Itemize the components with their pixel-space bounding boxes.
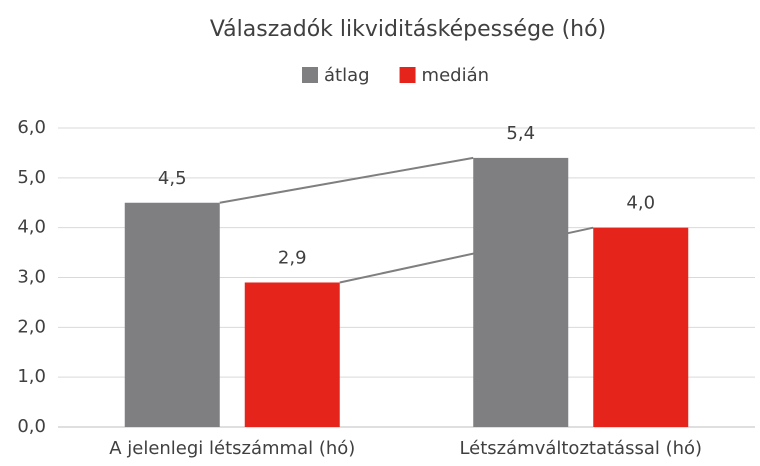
x-tick-label: Létszámváltoztatással (hó) xyxy=(459,438,702,459)
y-tick-label: 4,0 xyxy=(17,217,46,238)
y-tick-label: 5,0 xyxy=(17,167,46,188)
legend-swatch xyxy=(399,67,416,83)
x-tick-label: A jelenlegi létszámmal (hó) xyxy=(109,438,355,459)
y-tick-label: 1,0 xyxy=(17,366,46,387)
y-tick-label: 3,0 xyxy=(17,267,46,288)
legend-label: medián xyxy=(422,65,489,86)
y-tick-label: 2,0 xyxy=(17,316,46,337)
data-label: 2,9 xyxy=(278,247,307,268)
y-tick-label: 6,0 xyxy=(17,117,46,138)
bar xyxy=(244,282,340,427)
bar xyxy=(473,157,569,427)
data-label: 5,4 xyxy=(506,123,535,144)
legend-swatch xyxy=(302,67,318,83)
data-label: 4,0 xyxy=(626,193,655,214)
y-tick-label: 0,0 xyxy=(17,416,46,437)
legend-label: átlag xyxy=(324,65,370,86)
bar xyxy=(593,227,689,427)
data-label: 4,5 xyxy=(158,168,187,189)
chart-title: Válaszadók likviditásképessége (hó) xyxy=(210,17,606,42)
series-line xyxy=(219,156,474,204)
bar xyxy=(124,202,220,427)
